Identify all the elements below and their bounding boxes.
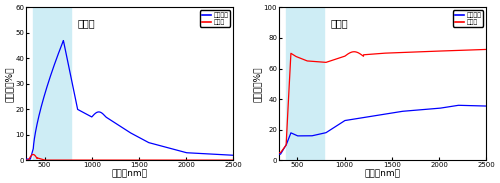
Legend: 透明状態, 鏡状態: 透明状態, 鏡状態 — [200, 10, 230, 27]
X-axis label: 波長（nm）: 波長（nm） — [112, 169, 148, 178]
Y-axis label: 透過率（%）: 透過率（%） — [5, 66, 14, 102]
Text: 可視光: 可視光 — [330, 18, 348, 28]
X-axis label: 波長（nm）: 波長（nm） — [364, 169, 400, 178]
Legend: 透明状態, 鏡状態: 透明状態, 鏡状態 — [453, 10, 483, 27]
Y-axis label: 反射率（%）: 反射率（%） — [254, 66, 262, 102]
Text: 可視光: 可視光 — [78, 18, 95, 28]
Bar — [286, 7, 324, 160]
Bar — [33, 7, 71, 160]
